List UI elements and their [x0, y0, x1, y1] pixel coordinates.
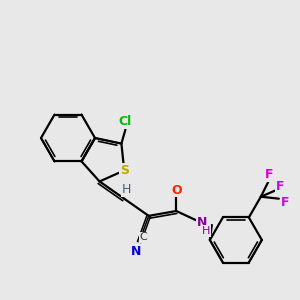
Text: H: H: [122, 183, 131, 196]
Text: N: N: [197, 217, 207, 230]
Text: F: F: [276, 180, 284, 193]
Text: F: F: [265, 168, 273, 181]
Text: O: O: [171, 184, 181, 196]
Text: F: F: [280, 196, 289, 209]
Text: C: C: [139, 232, 147, 242]
Text: Cl: Cl: [119, 115, 132, 128]
Text: S: S: [120, 164, 129, 177]
Text: H: H: [202, 226, 210, 236]
Text: N: N: [130, 245, 141, 258]
